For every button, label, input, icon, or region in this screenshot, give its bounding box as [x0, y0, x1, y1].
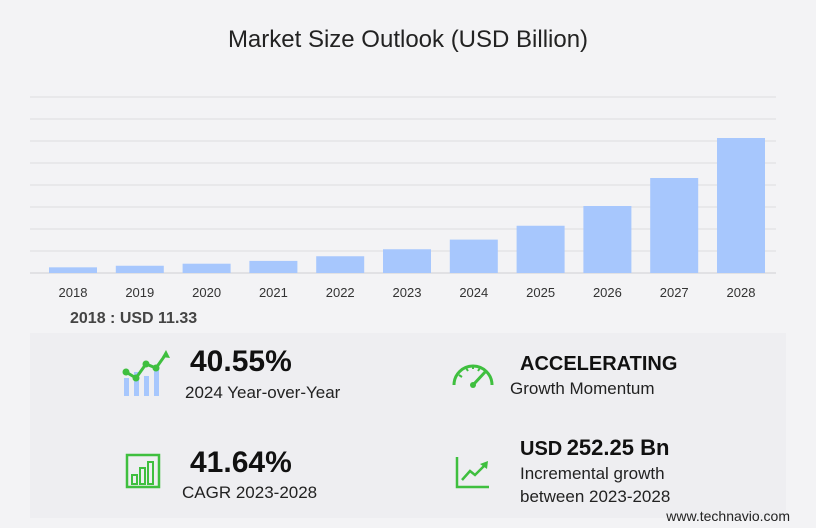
- incremental-amount: 252.25 Bn: [566, 435, 670, 460]
- incremental-value: USD 252.25 Bn: [520, 435, 669, 461]
- x-tick-2028: 2028: [727, 285, 756, 300]
- incremental-prefix: USD: [520, 438, 563, 460]
- bar-2018: [49, 267, 97, 273]
- bar-2024: [449, 239, 498, 273]
- x-tick-2022: 2022: [326, 285, 355, 300]
- x-tick-2020: 2020: [192, 285, 221, 300]
- chart-title: Market Size Outlook (USD Billion): [227, 26, 589, 53]
- x-tick-2021: 2021: [259, 285, 288, 300]
- incremental-label-line1: Incremental growth: [520, 464, 665, 483]
- bar-2027: [650, 178, 699, 273]
- bar-2028: [717, 138, 765, 273]
- x-tick-2027: 2027: [660, 285, 689, 300]
- chart-bars: [49, 138, 765, 273]
- momentum-label: Growth Momentum: [510, 379, 655, 398]
- bar-2026: [583, 206, 632, 273]
- incremental-label-line2: between 2023-2028: [520, 487, 671, 506]
- yoy-value: 40.55%: [190, 345, 292, 378]
- x-tick-2026: 2026: [593, 285, 622, 300]
- bar-growth-icon: [125, 453, 161, 489]
- growth-chart-icon: [122, 350, 170, 396]
- bar-2020: [182, 263, 231, 273]
- trend-up-icon: [455, 457, 489, 489]
- cagr-value: 41.64%: [190, 446, 292, 479]
- speedometer-icon: [452, 364, 494, 388]
- x-tick-2019: 2019: [125, 285, 154, 300]
- cagr-label: CAGR 2023-2028: [182, 483, 318, 502]
- bar-chart: 2018 2019 2020 2021 2022 2023 2024 2025 2026 2027…: [30, 96, 776, 300]
- bar-2022: [316, 256, 365, 273]
- bar-2025: [516, 225, 565, 273]
- bar-2021: [249, 260, 298, 273]
- stats-panel: 40.55% 2024 Year-over-Year ACCELERATING …: [30, 333, 786, 518]
- yoy-label: 2024 Year-over-Year: [185, 383, 341, 402]
- x-tick-2023: 2023: [393, 285, 422, 300]
- bar-2019: [115, 265, 164, 273]
- bar-2023: [383, 249, 431, 273]
- footer-site: www.technavio.com: [666, 508, 790, 524]
- baseline-value: 2018 : USD 11.33: [70, 310, 198, 327]
- momentum-value: ACCELERATING: [520, 353, 678, 375]
- chart-x-ticks: 2018 2019 2020 2021 2022 2023 2024 2025 2026 2027…: [59, 285, 756, 300]
- x-tick-2018: 2018: [59, 285, 88, 300]
- x-tick-2025: 2025: [526, 285, 555, 300]
- x-tick-2024: 2024: [459, 285, 488, 300]
